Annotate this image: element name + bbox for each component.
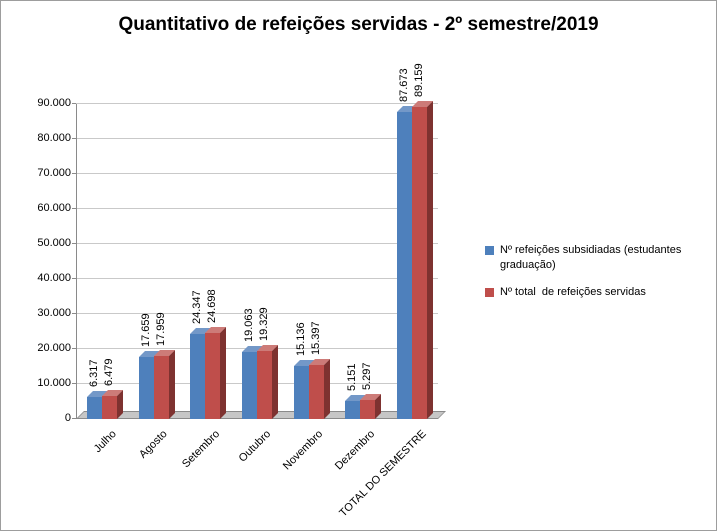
bar-side-face <box>427 100 433 419</box>
bar-series-2 <box>360 394 381 419</box>
legend-swatch <box>485 287 494 297</box>
bar-series-2 <box>257 345 278 419</box>
y-axis-label: 40.000 <box>37 272 71 284</box>
bar-value-label: 19.329 <box>258 307 270 342</box>
chart-title: Quantitativo de refeições servidas - 2º … <box>118 14 599 35</box>
y-axis-label: 0 <box>64 412 71 424</box>
bar-value-label: 87.673 <box>398 68 410 103</box>
gridline <box>76 208 438 209</box>
bar-value-label: 17.959 <box>155 312 167 347</box>
y-axis-tick <box>72 208 76 209</box>
gridline <box>76 173 438 174</box>
bar-value-label: 6.317 <box>88 359 100 387</box>
y-axis-label: 50.000 <box>37 237 71 249</box>
y-axis-tick <box>72 243 76 244</box>
bar-value-label: 89.159 <box>413 63 425 97</box>
y-axis-label: 80.000 <box>37 132 71 144</box>
gridline <box>76 138 438 139</box>
legend-item-series-1: Nº refeições subsidiadas (estudantes gra… <box>485 243 713 273</box>
bar-series-1 <box>139 351 160 419</box>
bar-series-2 <box>205 326 226 419</box>
x-axis-label: Novembro <box>280 428 326 473</box>
bar-series-1 <box>190 327 211 419</box>
x-axis-label: Outubro <box>236 428 274 465</box>
bar-series-2 <box>102 390 123 419</box>
bar-series-2 <box>309 359 330 419</box>
legend-label: Nº total de refeições servidas <box>500 285 646 298</box>
y-axis-tick <box>72 383 76 384</box>
bar-value-label: 5.297 <box>361 362 373 391</box>
y-axis-tick <box>72 278 76 279</box>
legend-label: Nº refeições subsidiadas (estudantes gra… <box>500 244 685 271</box>
legend-swatch <box>485 246 494 255</box>
y-axis-line <box>76 104 77 419</box>
bar-side-face <box>220 326 226 419</box>
bar-value-label: 24.347 <box>191 290 203 324</box>
x-axis-label: Agosto <box>137 428 171 461</box>
y-axis-label: 30.000 <box>37 307 71 319</box>
bar-side-face <box>324 359 330 419</box>
y-axis-tick <box>72 173 76 174</box>
x-axis-label: TOTAL DO SEMESTRE <box>337 428 429 520</box>
bar-value-label: 17.659 <box>140 313 152 348</box>
y-axis-tick <box>72 418 76 419</box>
gridline <box>76 313 438 314</box>
y-axis-tick <box>72 348 76 349</box>
bar-series-1 <box>397 106 418 419</box>
bar-value-label: 24.698 <box>206 288 218 323</box>
bar-side-face <box>169 350 175 419</box>
gridline <box>76 243 438 244</box>
gridline <box>76 278 438 279</box>
bar-value-label: 19.063 <box>243 308 255 343</box>
bar-value-label: 5.151 <box>346 363 358 391</box>
y-axis-label: 10.000 <box>37 377 71 389</box>
y-axis-label: 60.000 <box>37 202 71 214</box>
bar-series-1 <box>242 346 263 419</box>
bar-series-2 <box>154 350 175 419</box>
gridline <box>76 103 438 104</box>
x-axis-label: Dezembro <box>332 428 377 473</box>
bar-value-label: 15.397 <box>310 321 322 356</box>
y-axis-label: 90.000 <box>37 97 71 109</box>
x-axis-label: Setembro <box>179 428 222 471</box>
bar-side-face <box>272 345 278 419</box>
bar-value-label: 6.479 <box>103 358 115 387</box>
y-axis-tick <box>72 138 76 139</box>
y-axis-label: 70.000 <box>37 167 71 179</box>
y-axis-label: 20.000 <box>37 342 71 354</box>
y-axis-tick <box>72 103 76 104</box>
y-axis-tick <box>72 313 76 314</box>
legend-item-series-2: Nº total de refeições servidas <box>485 285 713 300</box>
bar-series-1 <box>87 390 108 419</box>
plot-area: 6.317 6.479 17.659 17.959 24.347 24.698 19.063… <box>72 63 446 419</box>
legend: Nº refeições subsidiadas (estudantes gra… <box>485 243 713 312</box>
bar-series-2 <box>412 100 433 419</box>
bar-series-1 <box>294 360 315 419</box>
bar-series-1 <box>345 394 366 419</box>
x-axis-label: Julho <box>91 428 119 456</box>
bar-value-label: 15.136 <box>295 322 307 357</box>
